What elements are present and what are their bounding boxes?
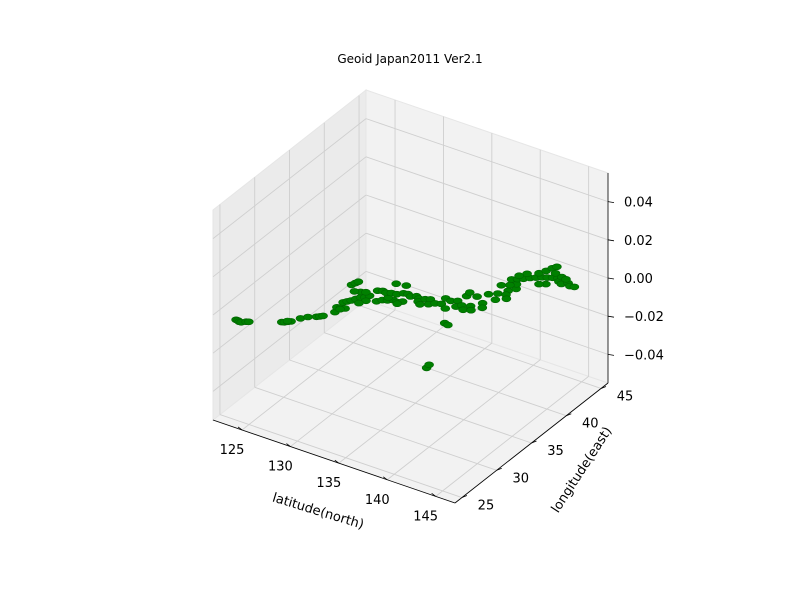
x-tick-label: 145 (413, 509, 438, 524)
y-tick-mark (461, 495, 468, 498)
x-tick-mark (334, 459, 340, 464)
z-tick-mark (607, 239, 615, 242)
y-tick-label: 35 (547, 444, 564, 459)
data-point (354, 299, 364, 307)
z-tick-label: 0.00 (624, 272, 653, 287)
x-tick-label: 125 (220, 443, 245, 458)
z-gridline-left (212, 271, 367, 392)
z-tick-label: −0.04 (624, 348, 664, 363)
z-tick-label: 0.02 (624, 234, 653, 249)
data-point (335, 305, 345, 313)
data-point (550, 269, 561, 277)
data-point (501, 295, 512, 303)
data-point (492, 290, 503, 297)
data-point (569, 283, 580, 291)
z-gridline-back (365, 232, 609, 317)
z-gridline-left (212, 232, 367, 354)
x-tick-mark (431, 493, 436, 497)
data-point (361, 288, 371, 296)
data-point (472, 293, 482, 300)
data-point (466, 306, 476, 314)
x-tick-label: 140 (365, 493, 390, 508)
z-gridline-back (365, 156, 609, 241)
z-tick-mark (607, 353, 615, 356)
z-gridline-left (212, 194, 367, 316)
y-tick-mark (531, 440, 537, 444)
y-gridline-floor (219, 414, 463, 498)
y-tick-label: 25 (478, 499, 495, 514)
z-gridline-back (365, 194, 609, 279)
y-tick-mark (600, 386, 607, 389)
x-axis-label: latitude(north) (270, 491, 365, 533)
y-gridline-floor (358, 305, 602, 389)
y-tick-mark (496, 467, 502, 471)
data-point (303, 313, 313, 321)
z-gridline-left (212, 118, 367, 239)
x-tick-label: 130 (268, 460, 293, 475)
data-point (318, 312, 328, 320)
data-point (282, 317, 293, 325)
data-point (392, 300, 403, 308)
data-point (477, 304, 488, 312)
y-tick-label: 30 (512, 471, 529, 486)
data-point (483, 290, 494, 298)
data-point (496, 281, 507, 289)
y-tick-mark (566, 413, 572, 417)
x-tick-mark (382, 476, 388, 481)
y-tick-label: 45 (617, 389, 634, 404)
x-tick-mark (237, 426, 243, 431)
z-gridline-left (212, 156, 367, 278)
data-point (561, 275, 571, 283)
data-point (349, 288, 360, 295)
y-gridline-floor (324, 332, 567, 417)
data-point (415, 301, 425, 308)
data-point (505, 281, 515, 289)
y-gridline-floor (254, 386, 497, 471)
data-points (231, 263, 580, 372)
axes-gridlines (212, 95, 609, 498)
x-tick-mark (286, 443, 291, 447)
data-point (552, 263, 562, 271)
axes-ticks: 125 130 135 140 145 25 30 35 40 45 0.04 0.02 0.00 −0.… (220, 196, 664, 525)
data-point (244, 318, 254, 326)
data-point (534, 280, 544, 288)
data-point (353, 278, 364, 286)
data-point (464, 289, 475, 296)
chart-title: Geoid Japan2011 Ver2.1 (337, 52, 482, 66)
data-point (443, 321, 453, 329)
y-axis-label: longitude(east) (549, 424, 616, 515)
data-point (514, 272, 524, 280)
z-gridline-back (365, 118, 609, 203)
z-tick-label: 0.04 (624, 196, 653, 211)
data-point (401, 282, 412, 289)
z-tick-mark (607, 277, 615, 280)
y-gridline-floor (289, 359, 532, 444)
data-point (391, 280, 402, 288)
data-point (490, 296, 501, 304)
y-tick-label: 40 (582, 417, 599, 432)
data-point (522, 270, 532, 278)
x-axis-line (212, 419, 456, 504)
z-tick-mark (607, 315, 615, 318)
z-tick-mark (607, 201, 615, 204)
z-tick-label: −0.02 (624, 310, 664, 325)
data-point (424, 361, 434, 369)
data-point (440, 305, 451, 312)
x-tick-label: 135 (316, 476, 341, 491)
